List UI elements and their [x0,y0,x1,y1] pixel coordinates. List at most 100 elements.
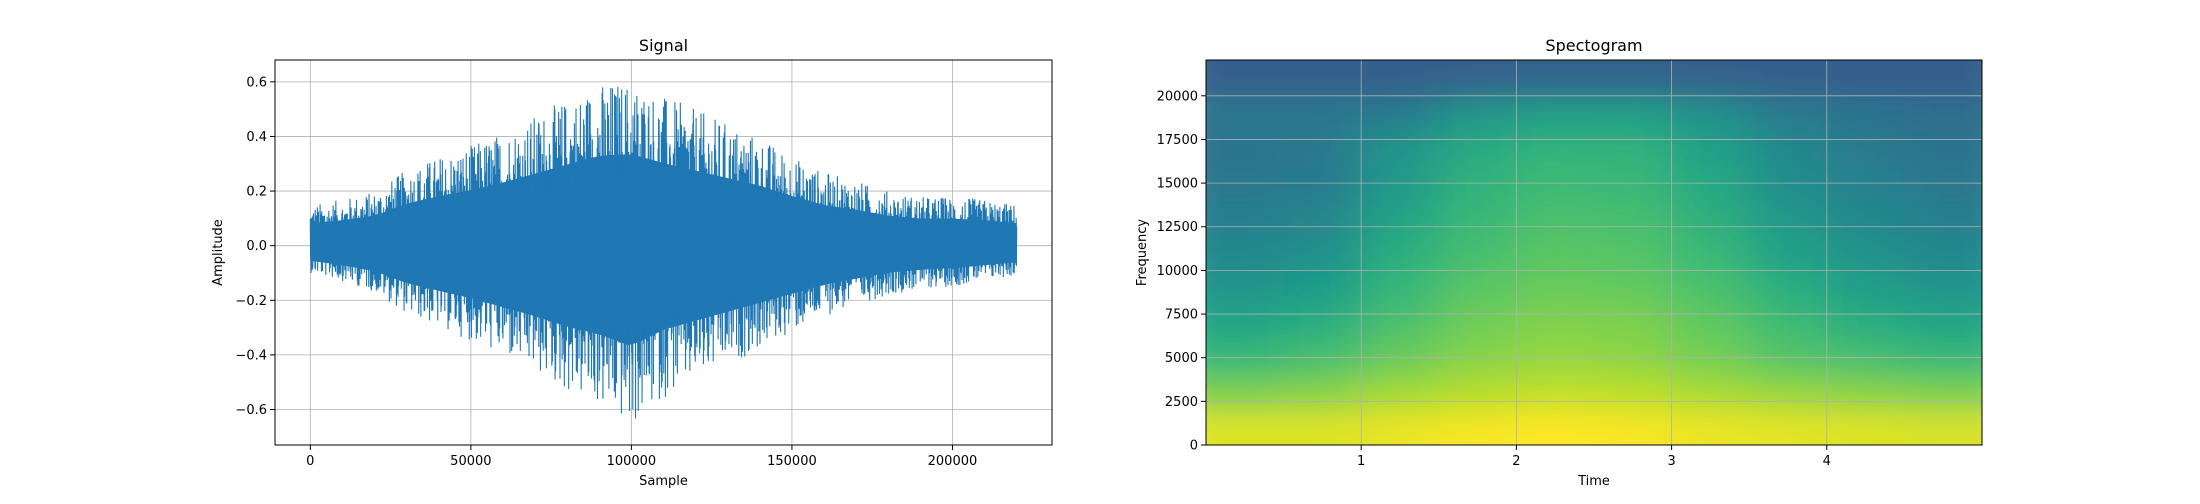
spectrogram-cell [1438,235,1517,271]
spectrogram-cell [1516,200,1595,236]
signal-xtick-label: 100000 [607,454,657,469]
spectrogram-cell [1283,270,1362,306]
signal-ytick-label: 0.4 [246,130,267,145]
spectrogram-cell [1826,375,1905,411]
spectrogram-cell [1361,410,1440,445]
spectrogram-cell [1516,375,1595,411]
spectrogram-cell [1516,130,1595,167]
spectrogram-cell [1516,305,1595,341]
spectrogram-cell [1361,305,1440,341]
spectrogram-cell [1671,200,1750,236]
spectrogram-cell [1749,130,1828,167]
spectrogram-xtick-label: 2 [1512,454,1520,469]
spectrogram-cell [1749,270,1828,306]
spectrogram-xtick-label: 4 [1823,454,1831,469]
signal-ytick-label: −0.6 [235,403,267,418]
spectrogram-cell [1826,235,1905,271]
spectrogram-cell [1904,235,1982,271]
spectrogram-cell [1438,200,1517,236]
spectrogram-cell [1516,235,1595,271]
signal-line [309,87,1018,419]
spectrogram-cell [1826,95,1905,132]
signal-xlabel: Sample [639,474,688,489]
spectrogram-image [1206,60,1982,445]
signal-ytick-label: −0.2 [235,294,267,309]
spectrogram-cell [1904,95,1982,132]
spectrogram-cell [1516,410,1595,445]
spectrogram-cell [1206,270,1285,306]
spectrogram-panel: 1 2 3 4 0 2500 5000 7500 10000 12500 15000 17500 200… [1135,36,1983,489]
spectrogram-cell [1438,95,1517,132]
spectrogram-cell [1594,270,1673,306]
spectrogram-cell [1438,270,1517,306]
signal-ytick-label: 0.6 [246,75,267,90]
spectrogram-ytick-label: 10000 [1157,264,1198,279]
spectrogram-cell [1283,235,1362,271]
spectrogram-cell [1749,60,1828,97]
spectrogram-cell [1826,200,1905,236]
spectrogram-ytick-label: 17500 [1157,133,1198,148]
spectrogram-cell [1594,410,1673,445]
spectrogram-xlabel: Time [1577,474,1610,489]
signal-title: Signal [639,36,688,55]
spectrogram-cell [1904,305,1982,341]
spectrogram-cell [1516,60,1595,97]
spectrogram-cell [1283,410,1362,445]
spectrogram-cell [1671,235,1750,271]
signal-panel: 0 50000 100000 150000 200000 −0.6 −0.4 −0.2 0.0 0… [211,36,1053,489]
spectrogram-cell [1361,270,1440,306]
spectrogram-cell [1438,375,1517,411]
spectrogram-cell [1516,270,1595,306]
spectrogram-cell [1594,375,1673,411]
spectrogram-cell [1438,60,1517,97]
spectrogram-cell [1206,200,1285,236]
spectrogram-ylabel: Frequency [1135,219,1150,286]
signal-ticks: 0 50000 100000 150000 200000 −0.6 −0.4 −0.2 0.0 0… [235,75,977,469]
spectrogram-cell [1283,95,1362,132]
spectrogram-cell [1749,305,1828,341]
spectrogram-cell [1283,375,1362,411]
spectrogram-cell [1749,375,1828,411]
spectrogram-cell [1594,95,1673,132]
spectrogram-ytick-label: 7500 [1165,308,1198,323]
spectrogram-cell [1206,305,1285,341]
spectrogram-cell [1361,200,1440,236]
spectrogram-ytick-label: 5000 [1165,351,1198,366]
spectrogram-cell [1206,130,1285,167]
spectrogram-cell [1671,375,1750,411]
spectrogram-cell [1594,130,1673,167]
spectrogram-cell [1438,410,1517,445]
spectrogram-cell [1671,95,1750,132]
spectrogram-xtick-label: 3 [1667,454,1675,469]
signal-xtick-label: 0 [306,454,314,469]
spectrogram-cell [1749,95,1828,132]
spectrogram-ytick-label: 12500 [1157,220,1198,235]
spectrogram-ticks: 1 2 3 4 0 2500 5000 7500 10000 12500 15000 17500 200… [1157,89,1831,469]
signal-ylabel: Amplitude [211,219,226,286]
spectrogram-cell [1904,270,1982,306]
spectrogram-ytick-label: 2500 [1165,395,1198,410]
spectrogram-cell [1826,305,1905,341]
spectrogram-cell [1361,130,1440,167]
spectrogram-cell [1361,375,1440,411]
spectrogram-cell [1671,130,1750,167]
signal-ytick-label: 0.2 [246,185,267,200]
spectrogram-cell [1594,235,1673,271]
spectrogram-cell [1749,410,1828,445]
signal-xtick-label: 200000 [928,454,978,469]
spectrogram-cell [1283,60,1362,97]
spectrogram-cell [1749,200,1828,236]
spectrogram-xtick-label: 1 [1357,454,1365,469]
signal-ytick-label: −0.4 [235,348,267,363]
spectrogram-cell [1904,200,1982,236]
spectrogram-cell [1826,410,1905,445]
signal-ytick-label: 0.0 [246,239,267,254]
spectrogram-axes-frame [1205,59,1983,446]
spectrogram-cell [1361,60,1440,97]
signal-xtick-label: 50000 [450,454,491,469]
spectrogram-cell [1283,305,1362,341]
spectrogram-cell [1594,305,1673,341]
spectrogram-ytick-label: 15000 [1157,177,1198,192]
spectrogram-cell [1904,410,1982,445]
